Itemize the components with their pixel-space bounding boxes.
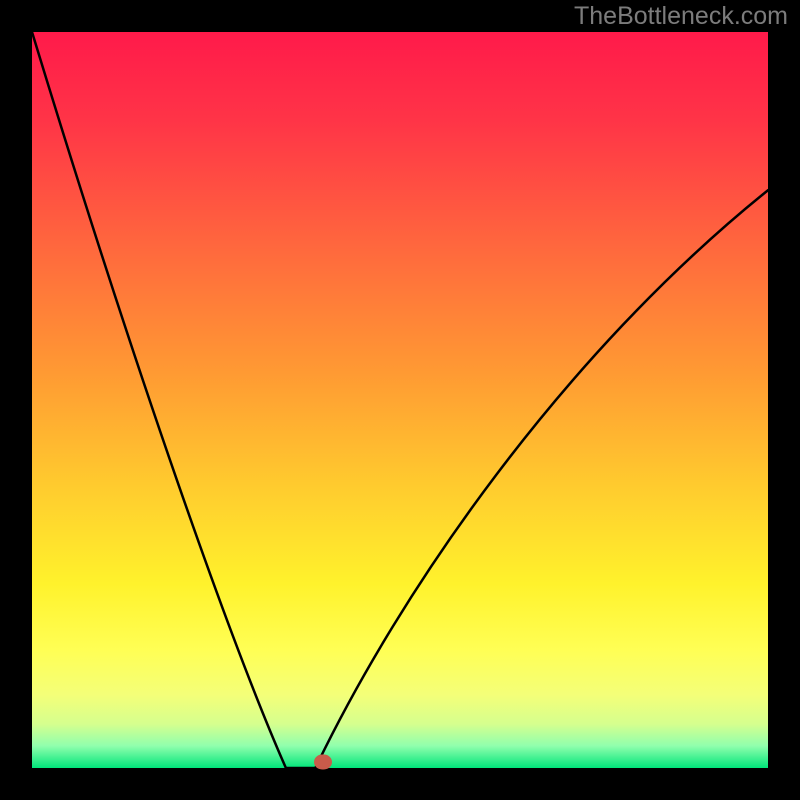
watermark-text: TheBottleneck.com (574, 2, 788, 31)
plot-area (32, 32, 768, 768)
bottleneck-curve (32, 32, 768, 768)
curve-path (32, 32, 768, 768)
chart-canvas: TheBottleneck.com (0, 0, 800, 800)
